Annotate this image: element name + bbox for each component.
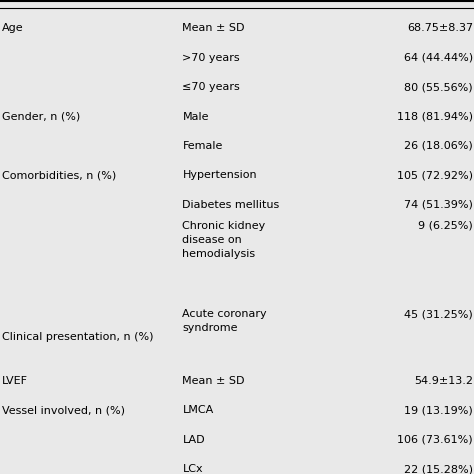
Text: Mean ± SD: Mean ± SD: [182, 23, 245, 34]
Text: 22 (15.28%): 22 (15.28%): [404, 464, 473, 474]
Text: LAD: LAD: [182, 435, 205, 445]
Text: Male: Male: [182, 111, 209, 122]
Text: Chronic kidney
disease on
hemodialysis: Chronic kidney disease on hemodialysis: [182, 221, 266, 259]
Text: 45 (31.25%): 45 (31.25%): [404, 309, 473, 319]
Text: Age: Age: [2, 23, 24, 34]
Text: ≤70 years: ≤70 years: [182, 82, 240, 92]
Text: 74 (51.39%): 74 (51.39%): [404, 200, 473, 210]
Text: Clinical presentation, n (%): Clinical presentation, n (%): [2, 332, 154, 342]
Text: Gender, n (%): Gender, n (%): [2, 111, 81, 122]
Text: Diabetes mellitus: Diabetes mellitus: [182, 200, 280, 210]
Text: Vessel involved, n (%): Vessel involved, n (%): [2, 405, 125, 416]
Text: 9 (6.25%): 9 (6.25%): [418, 221, 473, 231]
Text: LCx: LCx: [182, 464, 203, 474]
Text: 26 (18.06%): 26 (18.06%): [404, 141, 473, 151]
Text: 64 (44.44%): 64 (44.44%): [404, 53, 473, 63]
Text: >70 years: >70 years: [182, 53, 240, 63]
Text: Hypertension: Hypertension: [182, 170, 257, 181]
Text: Female: Female: [182, 141, 223, 151]
Text: Acute coronary
syndrome: Acute coronary syndrome: [182, 309, 267, 333]
Text: LMCA: LMCA: [182, 405, 214, 416]
Text: 80 (55.56%): 80 (55.56%): [404, 82, 473, 92]
Text: Mean ± SD: Mean ± SD: [182, 376, 245, 386]
Text: 19 (13.19%): 19 (13.19%): [404, 405, 473, 416]
Text: 54.9±13.2: 54.9±13.2: [414, 376, 473, 386]
Text: 118 (81.94%): 118 (81.94%): [397, 111, 473, 122]
Text: 105 (72.92%): 105 (72.92%): [397, 170, 473, 181]
Text: Comorbidities, n (%): Comorbidities, n (%): [2, 170, 117, 181]
Text: LVEF: LVEF: [2, 376, 28, 386]
Text: 106 (73.61%): 106 (73.61%): [397, 435, 473, 445]
Text: 68.75±8.37: 68.75±8.37: [407, 23, 473, 34]
